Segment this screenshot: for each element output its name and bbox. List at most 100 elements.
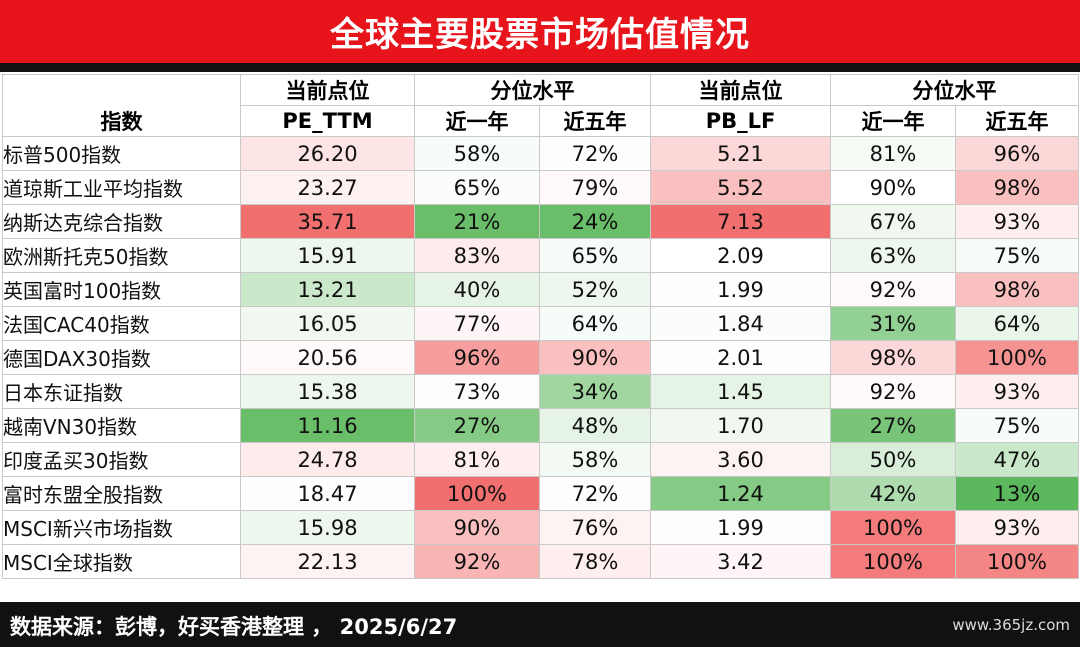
index-name-cell: 越南VN30指数 bbox=[2, 408, 241, 443]
pb-lf-cell: 1.99 bbox=[650, 510, 831, 545]
pe-one-year-cell: 58% bbox=[414, 136, 540, 171]
pb-lf-cell: 1.24 bbox=[650, 476, 831, 511]
header-pe-one-year: 近一年 bbox=[414, 105, 540, 137]
table-row: 道琼斯工业平均指数 23.27 65% 79% 5.52 90% 98% bbox=[2, 170, 1079, 205]
index-name-cell: 富时东盟全股指数 bbox=[2, 476, 241, 511]
header-row-2: PE_TTM 近一年 近五年 PB_LF 近一年 近五年 bbox=[3, 105, 1079, 137]
pe-one-year-cell: 73% bbox=[414, 374, 540, 409]
pb-one-year-cell: 81% bbox=[830, 136, 956, 171]
pe-ttm-cell: 15.38 bbox=[240, 374, 415, 409]
pb-five-year-cell: 93% bbox=[955, 204, 1079, 239]
table-row: 纳斯达克综合指数 35.71 21% 24% 7.13 67% 93% bbox=[2, 204, 1079, 239]
pe-ttm-cell: 23.27 bbox=[240, 170, 415, 205]
header-pb-group: 当前点位 bbox=[650, 74, 831, 106]
pe-ttm-cell: 15.91 bbox=[240, 238, 415, 273]
table-row: MSCI全球指数 22.13 92% 78% 3.42 100% 100% bbox=[2, 544, 1079, 579]
valuation-table: 指数 当前点位 分位水平 当前点位 分位水平 PE_TTM 近一年 近五年 PB… bbox=[2, 74, 1079, 579]
pe-five-year-cell: 34% bbox=[539, 374, 651, 409]
pe-five-year-cell: 52% bbox=[539, 272, 651, 307]
table-row: 越南VN30指数 11.16 27% 48% 1.70 27% 75% bbox=[2, 408, 1079, 443]
pe-five-year-cell: 58% bbox=[539, 442, 651, 477]
pb-five-year-cell: 75% bbox=[955, 408, 1079, 443]
index-name-cell: 日本东证指数 bbox=[2, 374, 241, 409]
pe-five-year-cell: 76% bbox=[539, 510, 651, 545]
pe-ttm-cell: 11.16 bbox=[240, 408, 415, 443]
header-pe-group: 当前点位 bbox=[240, 74, 415, 106]
pe-five-year-cell: 72% bbox=[539, 136, 651, 171]
table-row: 标普500指数 26.20 58% 72% 5.21 81% 96% bbox=[2, 136, 1079, 171]
page-title: 全球主要股票市场估值情况 bbox=[0, 0, 1080, 63]
pb-one-year-cell: 90% bbox=[830, 170, 956, 205]
pe-five-year-cell: 48% bbox=[539, 408, 651, 443]
header-pe-five-year: 近五年 bbox=[539, 105, 651, 137]
index-name-cell: 印度孟买30指数 bbox=[2, 442, 241, 477]
pb-one-year-cell: 92% bbox=[830, 272, 956, 307]
pe-five-year-cell: 90% bbox=[539, 340, 651, 375]
pe-one-year-cell: 100% bbox=[414, 476, 540, 511]
pb-one-year-cell: 92% bbox=[830, 374, 956, 409]
pb-one-year-cell: 42% bbox=[830, 476, 956, 511]
pe-five-year-cell: 65% bbox=[539, 238, 651, 273]
pb-lf-cell: 2.01 bbox=[650, 340, 831, 375]
pe-ttm-cell: 18.47 bbox=[240, 476, 415, 511]
pb-five-year-cell: 96% bbox=[955, 136, 1079, 171]
footer-bar: 数据来源：彭博，好买香港整理 ， 2025/6/27 www.365jz.com bbox=[0, 602, 1080, 647]
pb-lf-cell: 3.42 bbox=[650, 544, 831, 579]
header-row-1: 指数 当前点位 分位水平 当前点位 分位水平 bbox=[2, 74, 1079, 137]
index-name-cell: MSCI新兴市场指数 bbox=[2, 510, 241, 545]
pb-one-year-cell: 67% bbox=[830, 204, 956, 239]
pb-five-year-cell: 93% bbox=[955, 374, 1079, 409]
watermark: www.365jz.com bbox=[952, 616, 1070, 634]
pb-lf-cell: 1.70 bbox=[650, 408, 831, 443]
index-name-cell: 道琼斯工业平均指数 bbox=[2, 170, 241, 205]
pe-one-year-cell: 96% bbox=[414, 340, 540, 375]
index-name-cell: 德国DAX30指数 bbox=[2, 340, 241, 375]
pe-ttm-cell: 26.20 bbox=[240, 136, 415, 171]
pb-five-year-cell: 13% bbox=[955, 476, 1079, 511]
pe-five-year-cell: 24% bbox=[539, 204, 651, 239]
index-name-cell: 欧洲斯托克50指数 bbox=[2, 238, 241, 273]
pb-one-year-cell: 100% bbox=[830, 544, 956, 579]
pe-one-year-cell: 77% bbox=[414, 306, 540, 341]
index-name-cell: 纳斯达克综合指数 bbox=[2, 204, 241, 239]
pb-five-year-cell: 64% bbox=[955, 306, 1079, 341]
header-pe-ttm: PE_TTM bbox=[240, 105, 415, 137]
pb-one-year-cell: 27% bbox=[830, 408, 956, 443]
pb-lf-cell: 3.60 bbox=[650, 442, 831, 477]
pe-ttm-cell: 24.78 bbox=[240, 442, 415, 477]
pb-one-year-cell: 31% bbox=[830, 306, 956, 341]
index-name-cell: 英国富时100指数 bbox=[2, 272, 241, 307]
index-name-cell: 标普500指数 bbox=[2, 136, 241, 171]
pb-lf-cell: 1.45 bbox=[650, 374, 831, 409]
header-index: 指数 bbox=[2, 74, 241, 137]
pb-lf-cell: 1.84 bbox=[650, 306, 831, 341]
pe-one-year-cell: 40% bbox=[414, 272, 540, 307]
pe-one-year-cell: 21% bbox=[414, 204, 540, 239]
pb-lf-cell: 2.09 bbox=[650, 238, 831, 273]
header-pb-five-year: 近五年 bbox=[955, 105, 1079, 137]
pb-five-year-cell: 47% bbox=[955, 442, 1079, 477]
header-pe-pct-group: 分位水平 bbox=[414, 74, 651, 106]
pb-lf-cell: 1.99 bbox=[650, 272, 831, 307]
pe-one-year-cell: 83% bbox=[414, 238, 540, 273]
data-source: 数据来源：彭博，好买香港整理 ， 2025/6/27 bbox=[10, 615, 458, 639]
pe-ttm-cell: 15.98 bbox=[240, 510, 415, 545]
pb-lf-cell: 5.52 bbox=[650, 170, 831, 205]
pe-ttm-cell: 13.21 bbox=[240, 272, 415, 307]
pe-one-year-cell: 65% bbox=[414, 170, 540, 205]
pb-one-year-cell: 50% bbox=[830, 442, 956, 477]
table-row: 英国富时100指数 13.21 40% 52% 1.99 92% 98% bbox=[2, 272, 1079, 307]
table-row: 德国DAX30指数 20.56 96% 90% 2.01 98% 100% bbox=[2, 340, 1079, 375]
table-body: 标普500指数 26.20 58% 72% 5.21 81% 96% 道琼斯工业平均指数 23.… bbox=[2, 136, 1079, 579]
pe-ttm-cell: 35.71 bbox=[240, 204, 415, 239]
table-row: 印度孟买30指数 24.78 81% 58% 3.60 50% 47% bbox=[2, 442, 1079, 477]
header-pb-pct-group: 分位水平 bbox=[830, 74, 1079, 106]
title-divider bbox=[0, 63, 1080, 72]
pb-one-year-cell: 100% bbox=[830, 510, 956, 545]
table-row: 日本东证指数 15.38 73% 34% 1.45 92% 93% bbox=[2, 374, 1079, 409]
pe-ttm-cell: 20.56 bbox=[240, 340, 415, 375]
pe-ttm-cell: 16.05 bbox=[240, 306, 415, 341]
pe-five-year-cell: 64% bbox=[539, 306, 651, 341]
pb-lf-cell: 7.13 bbox=[650, 204, 831, 239]
